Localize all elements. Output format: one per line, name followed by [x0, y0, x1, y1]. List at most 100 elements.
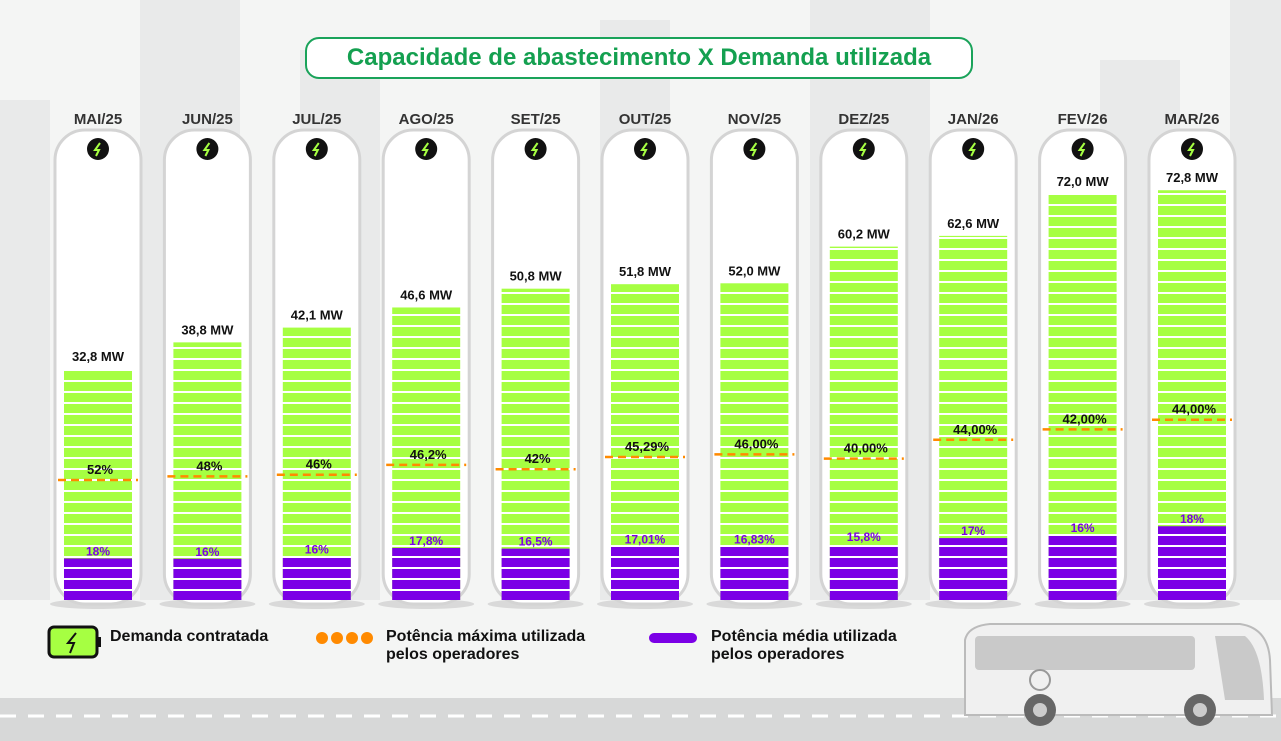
avg-power-label: 17,8%	[409, 534, 443, 548]
avg-power-label: 16,83%	[734, 533, 775, 547]
capacity-segment	[829, 338, 898, 347]
capacity-label: 62,6 MW	[947, 216, 1000, 231]
capacity-segment	[1048, 305, 1117, 314]
capacity-segment	[1158, 503, 1226, 512]
avg-power-segment	[392, 591, 461, 600]
capacity-segment	[173, 415, 242, 424]
capacity-segment	[1158, 195, 1226, 204]
capacity-segment	[173, 481, 242, 490]
capacity-segment	[501, 525, 570, 534]
capacity-segment	[939, 492, 1008, 501]
capacity-segment	[611, 404, 679, 413]
capacity-segment	[1048, 404, 1117, 413]
avg-power-label: 18%	[86, 544, 110, 558]
capacity-segment	[720, 349, 789, 358]
capacity-segment	[1048, 206, 1117, 215]
avg-power-segment	[64, 580, 132, 589]
capacity-label: 60,2 MW	[838, 227, 891, 242]
avg-power-segment	[829, 569, 898, 578]
capacity-segment	[611, 360, 679, 369]
capacity-segment	[1048, 382, 1117, 391]
capacity-segment	[611, 338, 679, 347]
capacity-segment	[173, 393, 242, 402]
legend-max-label-2: pelos operadores	[386, 646, 520, 663]
capacity-segment	[720, 470, 789, 479]
capacity-segment	[611, 284, 679, 292]
capacity-segment	[282, 492, 351, 501]
legend-max: Potência máxima utilizada pelos operadore…	[386, 628, 585, 664]
avg-power-label: 16%	[305, 542, 329, 556]
capacity-segment	[1048, 261, 1117, 270]
capacity-segment	[611, 448, 679, 457]
capacity-segment	[501, 316, 570, 325]
capacity-segment	[173, 514, 242, 523]
capacity-segment	[939, 250, 1008, 259]
max-power-label: 46%	[306, 457, 332, 472]
capacity-segment	[611, 459, 679, 468]
capacity-segment	[939, 470, 1008, 479]
avg-power-segment	[1048, 569, 1117, 578]
capacity-segment	[1048, 217, 1117, 226]
bus-illustration	[964, 623, 1274, 726]
capacity-segment	[501, 294, 570, 303]
capacity-segment	[1158, 316, 1226, 325]
max-power-label: 42%	[525, 451, 551, 466]
avg-power-segment	[64, 591, 132, 600]
avg-power-segment	[173, 580, 242, 589]
capacity-segment	[1158, 382, 1226, 391]
legend-max-label-1: Potência máxima utilizada	[386, 628, 586, 645]
capacity-segment	[829, 514, 898, 523]
avg-power-segment	[720, 547, 789, 556]
avg-power-label: 16%	[195, 545, 219, 559]
max-power-label: 46,00%	[734, 436, 779, 451]
avg-power-label: 17%	[961, 524, 985, 538]
capacity-segment	[282, 360, 351, 369]
capacity-segment	[611, 371, 679, 380]
capacity-segment	[829, 327, 898, 336]
month-column: DEZ/25 15,8% 40,00% 60,2 MW	[815, 111, 912, 609]
capacity-segment	[829, 393, 898, 402]
capacity-segment	[1158, 459, 1226, 468]
capacity-segment	[501, 288, 570, 292]
avg-power-segment	[1158, 580, 1226, 589]
capacity-segment	[939, 404, 1008, 413]
month-label: OUT/25	[619, 111, 672, 128]
capacity-segment	[392, 459, 461, 468]
capacity-segment	[501, 305, 570, 314]
capacity-segment	[611, 349, 679, 358]
capacity-segment	[173, 448, 242, 457]
capacity-segment	[501, 437, 570, 446]
capacity-segment	[282, 426, 351, 435]
bolt-glyph	[968, 142, 977, 157]
capacity-segment	[829, 437, 898, 446]
capacity-segment	[829, 448, 898, 457]
month-column: JUL/25 16% 46% 42,1 MW	[268, 111, 365, 609]
capacity-segment	[392, 481, 461, 490]
avg-power-segment	[173, 591, 242, 600]
capacity-segment	[720, 316, 789, 325]
capacity-segment	[829, 305, 898, 314]
capacity-segment	[173, 382, 242, 391]
capacity-segment	[1048, 316, 1117, 325]
capacity-segment	[64, 382, 132, 391]
capacity-segment	[1158, 514, 1226, 523]
legend-capacity: Demanda contratada	[110, 628, 268, 646]
capacity-segment	[720, 514, 789, 523]
capacity-segment	[1048, 283, 1117, 292]
capacity-segment	[939, 305, 1008, 314]
month-column: OUT/25 17,01% 45,29% 51,8 MW	[597, 111, 693, 609]
capacity-segment	[1158, 437, 1226, 446]
capacity-segment	[829, 481, 898, 490]
capacity-segment	[282, 371, 351, 380]
capacity-segment	[829, 246, 898, 248]
capacity-segment	[829, 272, 898, 281]
avg-power-segment	[611, 558, 679, 567]
capacity-segment	[720, 294, 789, 303]
capacity-segment	[611, 437, 679, 446]
max-power-label: 46,2%	[410, 447, 447, 462]
capacity-segment	[939, 503, 1008, 512]
capacity-segment	[939, 426, 1008, 435]
capacity-segment	[829, 382, 898, 391]
capacity-segment	[64, 448, 132, 457]
